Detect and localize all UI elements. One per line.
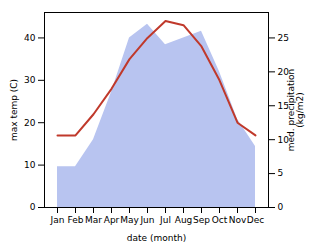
- svg-text:30: 30: [24, 75, 36, 85]
- svg-text:Jul: Jul: [159, 215, 171, 225]
- svg-text:Sep: Sep: [193, 215, 210, 225]
- svg-text:Mar: Mar: [85, 215, 102, 225]
- svg-text:Dec: Dec: [247, 215, 264, 225]
- svg-text:0: 0: [278, 202, 284, 212]
- svg-text:5: 5: [278, 168, 284, 178]
- svg-text:Jan: Jan: [50, 215, 65, 225]
- svg-text:0: 0: [30, 202, 36, 212]
- svg-text:Oct: Oct: [212, 215, 228, 225]
- svg-text:15: 15: [277, 100, 289, 111]
- svg-text:date (month): date (month): [127, 233, 186, 243]
- svg-text:25: 25: [278, 33, 289, 43]
- svg-text:Feb: Feb: [68, 215, 84, 225]
- svg-text:20: 20: [277, 66, 289, 77]
- svg-text:max temp (C): max temp (C): [9, 79, 19, 141]
- svg-text:Nov: Nov: [229, 215, 247, 225]
- svg-text:May: May: [120, 215, 139, 225]
- svg-text:Aug: Aug: [175, 215, 193, 225]
- svg-text:med. precipitation(kg/m2): med. precipitation(kg/m2): [286, 69, 305, 151]
- svg-text:10: 10: [277, 134, 289, 145]
- svg-text:40: 40: [24, 33, 36, 43]
- svg-text:10: 10: [24, 160, 36, 170]
- svg-text:Jun: Jun: [139, 215, 154, 225]
- svg-text:20: 20: [24, 118, 36, 128]
- svg-text:Apr: Apr: [104, 215, 120, 225]
